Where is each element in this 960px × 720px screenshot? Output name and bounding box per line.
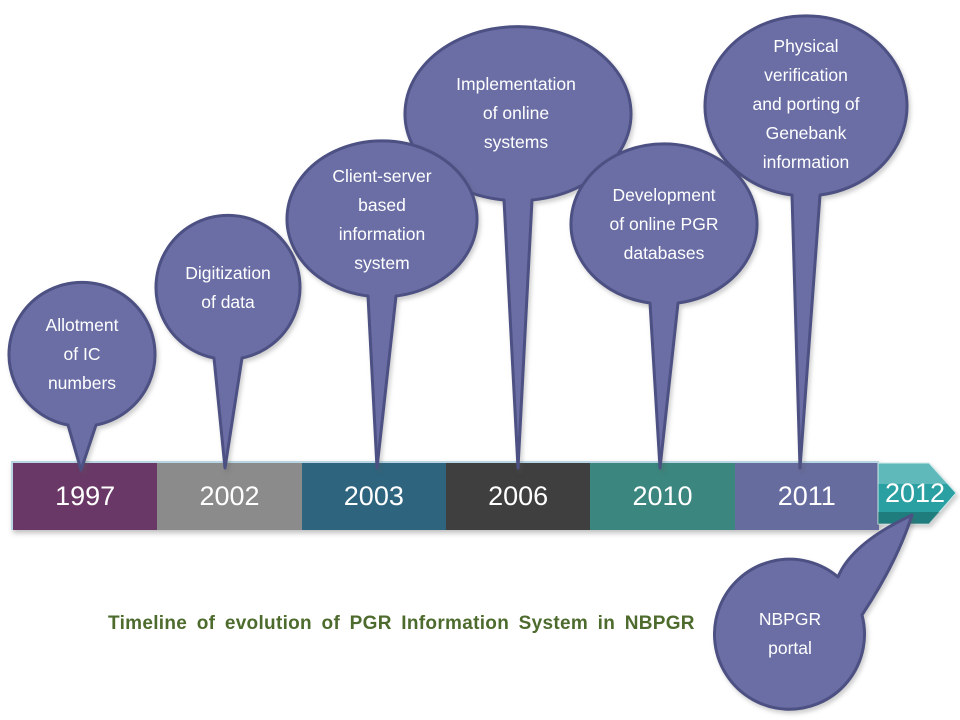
balloon-nbpgr-portal-label: NBPGR portal: [758, 609, 822, 658]
year-label-2011: 2011: [777, 481, 836, 511]
year-label-2002: 2002: [199, 481, 260, 511]
year-label-2006: 2006: [488, 481, 549, 511]
timeline-segment-2002: 2002: [157, 463, 302, 530]
year-label-2010: 2010: [632, 481, 693, 511]
timeline-segment-2003: 2003: [301, 463, 446, 530]
slide-title: Timeline of evolution of PGR Information…: [108, 613, 695, 634]
timeline-segment-2010: 2010: [590, 463, 735, 530]
timeline-bar: 1997 2002 2003 2006 2010 2011: [11, 461, 879, 530]
balloon-allotment-of-ic-numbers-label: Allotment of IC numbers: [45, 315, 119, 393]
balloon-implementation-of-online-systems-label: Implementation of online systems: [456, 74, 576, 152]
balloon-physical-verification-label: Physical verification and porting of Gen…: [752, 36, 860, 172]
year-label-2003: 2003: [343, 481, 404, 511]
year-label-1997: 1997: [55, 481, 116, 511]
year-label-2012: 2012: [884, 477, 946, 508]
timeline-segment-2011: 2011: [734, 463, 879, 530]
timeline-segment-2006: 2006: [445, 463, 591, 530]
balloon-development-of-online-pgr-databases-label: Development of online PGR databases: [609, 185, 719, 263]
timeline-segment-1997: 1997: [13, 463, 158, 530]
balloon-client-server-based-information-system-label: Client-server based information system: [332, 166, 432, 273]
